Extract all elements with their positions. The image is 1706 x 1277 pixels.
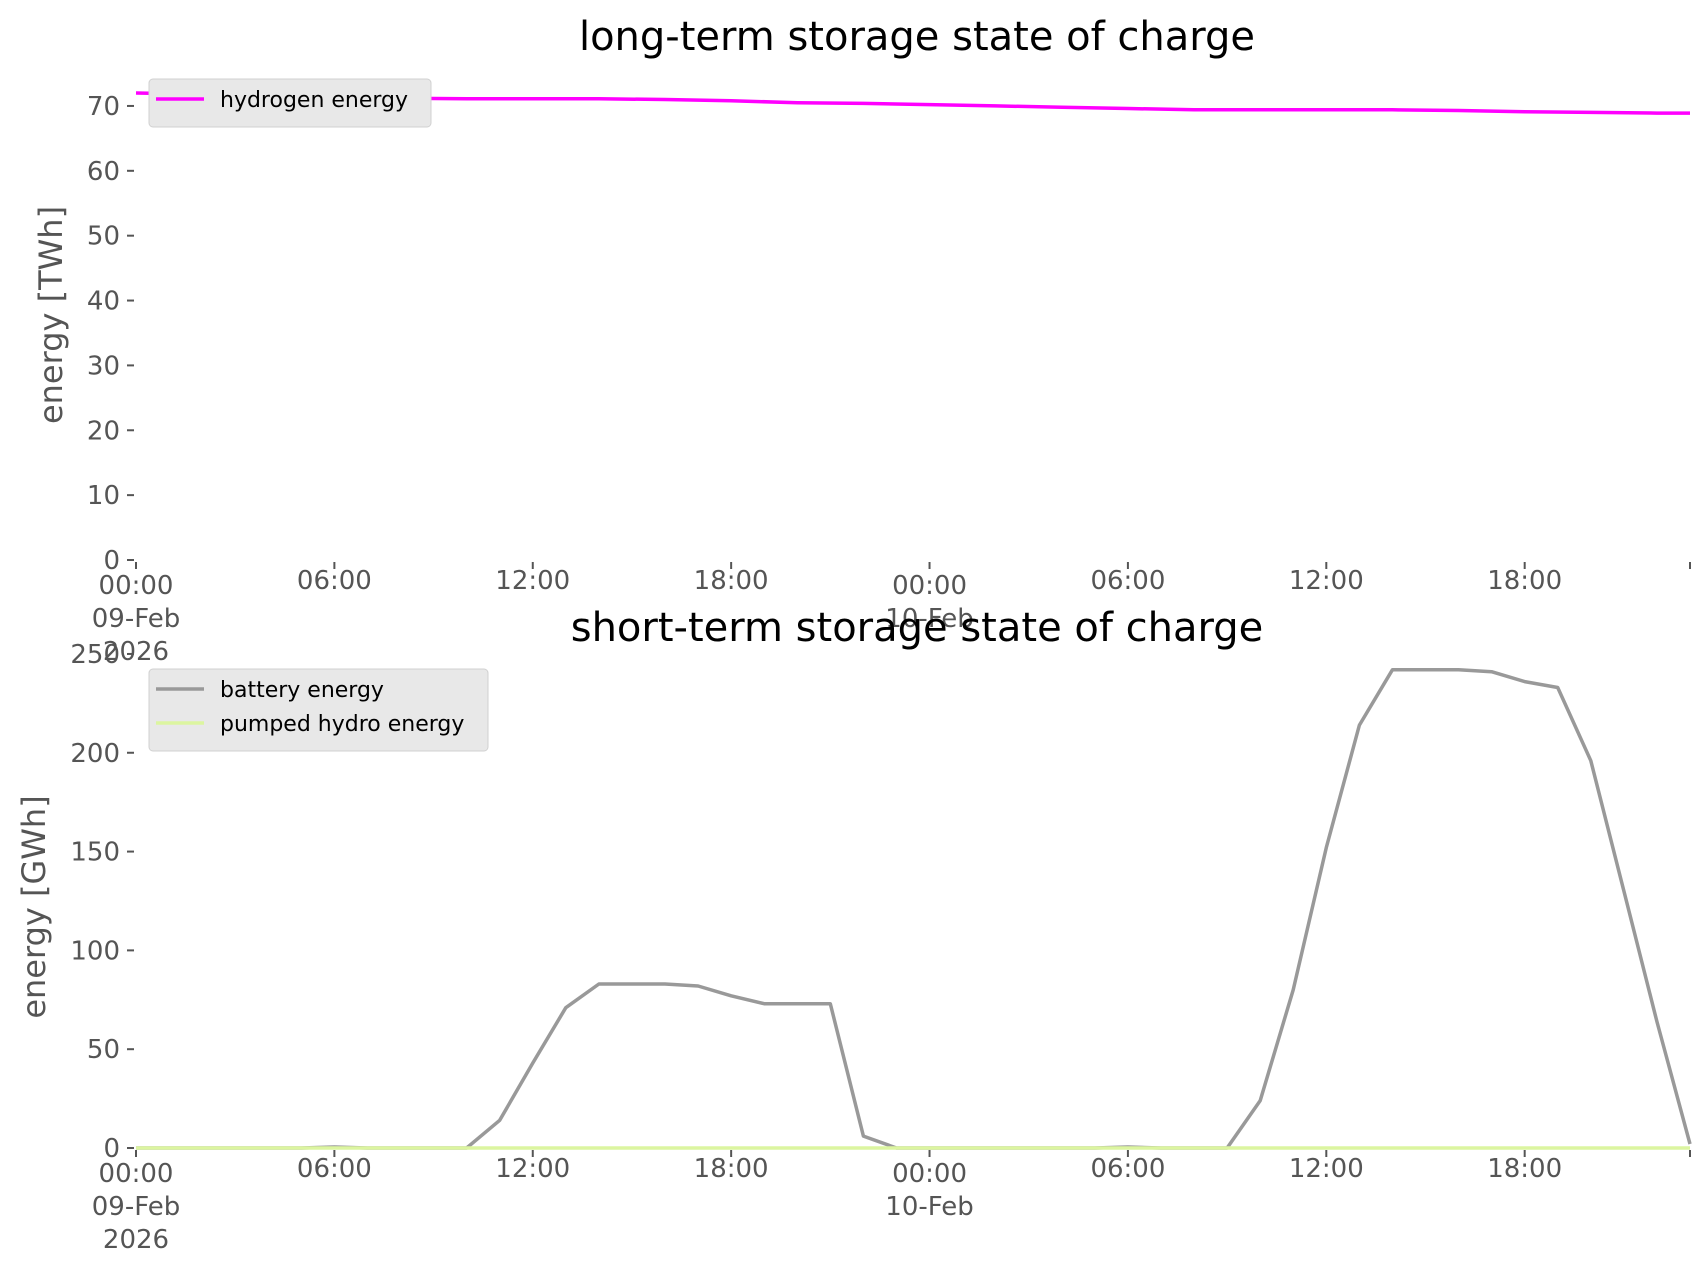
- x-tick-label: 18:00: [1487, 1154, 1562, 1184]
- y-tick-label: 20: [87, 416, 120, 446]
- x-tick-label: 09-Feb: [92, 604, 181, 634]
- y-tick-label: 50: [87, 222, 120, 252]
- x-tick-label: 00:00: [892, 571, 967, 601]
- x-tick-label: 06:00: [1090, 1154, 1165, 1184]
- legend-label: battery energy: [220, 678, 384, 703]
- y-tick-label: 40: [87, 287, 120, 317]
- x-tick-label: 10-Feb: [885, 1192, 974, 1222]
- x-tick-label: 12:00: [1289, 566, 1364, 596]
- long-term-chart: long-term storage state of charge energy…: [32, 14, 1691, 667]
- y-tick-label: 70: [87, 92, 120, 122]
- x-tick-label: 00:00: [99, 1159, 174, 1189]
- y-tick-label: 250: [70, 640, 120, 670]
- x-tick-label: 09-Feb: [92, 1192, 181, 1222]
- y-axis: 0 50 100 150 200 250: [70, 640, 134, 1164]
- y-tick-label: 0: [103, 1134, 120, 1164]
- y-tick-label: 0: [103, 546, 120, 576]
- y-tick-label: 100: [70, 936, 120, 966]
- legend-label: hydrogen energy: [220, 88, 408, 113]
- y-axis: 0 10 20 30 40 50 60 70: [87, 92, 134, 576]
- x-tick-label: 12:00: [495, 1154, 570, 1184]
- y-tick-label: 50: [87, 1035, 120, 1065]
- legend: battery energy pumped hydro energy: [148, 668, 489, 752]
- y-tick-label: 30: [87, 351, 120, 381]
- x-tick-label: 00:00: [99, 571, 174, 601]
- x-tick-label: 18:00: [1487, 566, 1562, 596]
- x-tick-label: 18:00: [694, 1154, 769, 1184]
- chart-title: short-term storage state of charge: [571, 605, 1264, 651]
- x-tick-label: 00:00: [892, 1159, 967, 1189]
- x-tick-label: 12:00: [495, 566, 570, 596]
- y-tick-label: 60: [87, 157, 120, 187]
- x-tick-label: 2026: [103, 637, 169, 667]
- legend-box: [148, 78, 432, 128]
- short-term-chart: short-term storage state of charge energ…: [15, 605, 1692, 1255]
- y-tick-label: 10: [87, 481, 120, 511]
- chart-title: long-term storage state of charge: [579, 14, 1255, 60]
- plot-lines: [136, 668, 1692, 1150]
- legend: hydrogen energy: [148, 78, 432, 128]
- x-tick-label: 06:00: [1090, 566, 1165, 596]
- x-tick-label: 06:00: [297, 1154, 372, 1184]
- x-tick-label: 12:00: [1289, 1154, 1364, 1184]
- y-axis-label: energy [GWh]: [15, 795, 53, 1018]
- x-tick-label: 2026: [103, 1225, 169, 1255]
- legend-box: [148, 668, 489, 752]
- y-tick-label: 150: [70, 838, 120, 868]
- x-tick-label: 10-Feb: [885, 604, 974, 634]
- legend-label: pumped hydro energy: [220, 712, 464, 737]
- x-tick-label: 06:00: [297, 566, 372, 596]
- x-tick-label: 18:00: [694, 566, 769, 596]
- y-tick-label: 200: [70, 739, 120, 769]
- y-axis-label: energy [TWh]: [32, 206, 70, 424]
